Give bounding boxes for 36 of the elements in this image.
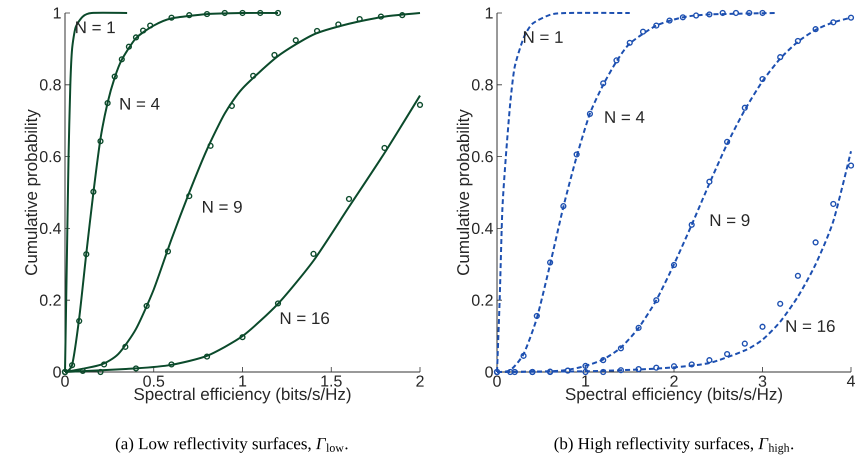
y-tick-label: 0.4 [40, 222, 62, 234]
y-tick-label: 0.4 [472, 222, 494, 234]
y-tick-label: 1 [486, 8, 493, 18]
x-tick-label: 3 [758, 376, 766, 387]
y-tick-label: 1 [54, 8, 61, 18]
annotation: N = 4 [120, 98, 160, 110]
x-tick-label: 0 [493, 376, 501, 387]
annotation: N = 1 [76, 22, 115, 34]
x-tick-label: 0.5 [143, 376, 164, 387]
y-tick-label: 0.8 [40, 79, 61, 90]
y-tick-label: 0 [485, 366, 493, 378]
x-axis-title: Spectral efficiency (bits/s/Hz) [566, 388, 782, 404]
annotation: N = 1 [524, 31, 563, 43]
x-tick-label: 0 [61, 376, 69, 387]
annotation: N = 9 [710, 214, 750, 226]
x-tick-label: 1 [239, 376, 246, 386]
annotation: N = 9 [203, 200, 242, 213]
y-tick-label: 0.2 [40, 294, 61, 306]
x-axis-title: Spectral efficiency (bits/s/Hz) [134, 388, 350, 404]
y-tick-label: 0.6 [40, 150, 61, 162]
y-tick-label: 0.6 [472, 150, 493, 162]
y-axis-title: Cumulative probability [456, 109, 472, 275]
x-tick-label: 1 [582, 376, 590, 386]
annotation: N = 16 [786, 320, 835, 332]
x-tick-label: 1.5 [321, 376, 342, 387]
annotation: N = 4 [605, 111, 644, 123]
y-tick-label: 0.8 [472, 79, 493, 90]
y-tick-label: 0 [53, 366, 61, 378]
annotation: N = 16 [280, 312, 330, 324]
x-tick-label: 4 [846, 376, 855, 386]
x-tick-label: 2 [670, 376, 678, 387]
y-axis-title: Cumulative probability [24, 109, 40, 275]
x-tick-label: 2 [416, 376, 424, 387]
y-tick-label: 0.2 [472, 294, 493, 306]
text: (b) High reflectivity surfaces, Γ$_{high}$. [554, 437, 794, 454]
text: (a) Low reflectivity surfaces, Γ$_{low}$. [116, 437, 348, 453]
